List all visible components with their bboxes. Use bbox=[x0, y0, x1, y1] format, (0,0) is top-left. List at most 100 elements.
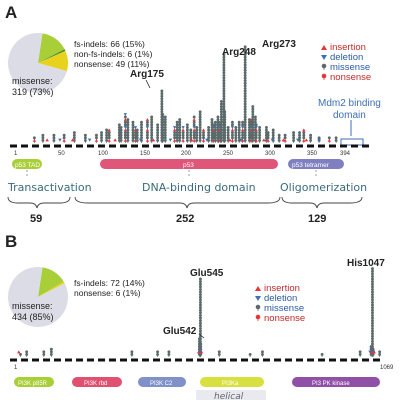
lollipop-a-176-marker bbox=[161, 112, 165, 116]
pie-a-label-missense-count: 319 (73%) bbox=[12, 87, 54, 97]
lollipop-a-253-marker bbox=[226, 136, 230, 140]
lollipop-a-176-marker bbox=[161, 118, 165, 122]
lollipop-a-135-marker bbox=[126, 128, 130, 132]
lollipop-a-306-marker bbox=[271, 136, 275, 140]
domain-p53-tad-label: p53 TAD bbox=[15, 162, 40, 169]
lollipop-b-453-marker bbox=[167, 350, 171, 354]
pie-b-slice-nonsense bbox=[38, 281, 65, 297]
pie-a-label-nonsense: nonsense: 49 (11%) bbox=[74, 59, 150, 69]
insertion-marker-icon bbox=[321, 45, 327, 50]
lollipop-a-245-marker bbox=[219, 136, 223, 140]
lollipop-a-176-marker bbox=[161, 115, 165, 119]
lollipop-a-104-marker bbox=[100, 136, 103, 140]
legend-a-deletion: deletion bbox=[321, 52, 363, 63]
hotspot-arg175: Arg175 bbox=[130, 69, 164, 80]
lollipop-a-273-marker bbox=[243, 120, 247, 124]
lollipop-a-273-marker bbox=[243, 79, 247, 83]
region-transactivation: Transactivation bbox=[7, 181, 92, 194]
lollipop-a-360-marker bbox=[317, 136, 321, 140]
lollipop-a-273-marker bbox=[243, 118, 247, 122]
lollipop-a-35-marker bbox=[41, 136, 45, 140]
lollipop-a-273-marker bbox=[243, 86, 247, 90]
mdm2-binding-box bbox=[340, 138, 364, 146]
lollipop-a-282-marker bbox=[251, 107, 255, 111]
lollipop-a-216-marker bbox=[195, 125, 199, 129]
lollipop-a-196-marker bbox=[178, 123, 182, 127]
panel-b-domains: PI3K p85R PI3K rbd PI3K C2 PI3Ka PI3 PK … bbox=[14, 377, 380, 387]
lollipop-a-273-marker bbox=[243, 53, 247, 57]
lollipop-a-170-marker bbox=[156, 123, 160, 127]
lollipop-a-193-marker bbox=[175, 133, 179, 137]
lollipop-a-213-marker bbox=[192, 138, 196, 142]
lollipop-a-110-marker bbox=[105, 128, 109, 132]
indel-a-insertion bbox=[151, 138, 156, 142]
nonsense-marker-icon bbox=[255, 314, 261, 320]
lollipop-b-1047-marker bbox=[371, 311, 374, 315]
lollipop-a-216-marker bbox=[195, 136, 199, 140]
lollipop-b-1047-marker bbox=[371, 339, 374, 343]
lollipop-a-85-marker bbox=[83, 136, 87, 140]
lollipop-b-110-marker bbox=[49, 352, 53, 356]
lollipop-b-1049-marker bbox=[371, 352, 375, 356]
tick-b-1: 1 bbox=[14, 365, 18, 371]
lollipop-a-286-marker bbox=[254, 131, 258, 135]
lollipop-b-545-marker bbox=[198, 337, 202, 341]
lollipop-b-546-marker bbox=[199, 347, 203, 351]
lollipop-a-205-marker bbox=[185, 128, 189, 132]
length-dna-binding: 252 bbox=[176, 213, 194, 225]
indel-a-insertion bbox=[262, 138, 266, 142]
lollipop-a-273-marker bbox=[243, 128, 247, 132]
lollipop-a-224-marker bbox=[202, 136, 205, 140]
lollipop-a-146-marker bbox=[135, 138, 139, 142]
lollipop-a-273-marker bbox=[243, 76, 247, 80]
lollipop-a-245-marker bbox=[219, 115, 223, 119]
legend-a-missense-label: missense bbox=[330, 62, 370, 73]
lollipop-a-248-marker bbox=[222, 79, 226, 83]
lollipop-a-245-marker bbox=[219, 128, 223, 132]
lollipop-a-205-marker bbox=[185, 125, 189, 129]
lollipop-b-726-marker bbox=[261, 350, 264, 354]
lollipop-a-248-marker bbox=[222, 105, 226, 109]
lollipop-b-1047-marker bbox=[371, 308, 374, 312]
lollipop-a-248-marker bbox=[222, 92, 226, 96]
indel-a-deletion bbox=[317, 138, 321, 142]
lollipop-a-196-marker bbox=[178, 133, 182, 137]
lollipop-a-282-marker bbox=[251, 105, 255, 109]
lollipop-a-330-marker bbox=[292, 131, 296, 135]
lollipop-a-220-marker bbox=[198, 133, 202, 137]
lollipop-a-163-marker bbox=[150, 123, 154, 127]
lollipop-a-245-marker bbox=[219, 131, 223, 135]
lollipop-b-1047-marker bbox=[371, 277, 374, 281]
lollipop-a-342-marker bbox=[302, 133, 306, 137]
lollipop-a-248-marker bbox=[222, 81, 226, 85]
tick-a-50: 50 bbox=[58, 151, 65, 157]
lollipop-a-200-marker bbox=[181, 128, 185, 132]
lollipop-a-273-marker bbox=[243, 97, 247, 101]
mdm2-annotation-line2: domain bbox=[333, 110, 366, 121]
mdm2-annotation-line1: Mdm2 binding bbox=[318, 98, 381, 109]
indel-b-deletion bbox=[197, 350, 202, 354]
deletion-marker-icon bbox=[255, 296, 261, 301]
lollipop-a-300-marker bbox=[266, 136, 270, 140]
lollipop-a-135-marker bbox=[126, 138, 130, 142]
lollipop-a-234-marker bbox=[210, 120, 214, 124]
lollipop-a-337-marker bbox=[298, 133, 302, 137]
missense-marker-icon bbox=[321, 63, 327, 69]
lollipop-b-1047-marker bbox=[371, 285, 374, 289]
lollipop-b-545-marker bbox=[198, 282, 202, 286]
lollipop-a-151-marker bbox=[140, 128, 143, 132]
panel-b: B fs-indels: 72 (14%) nonsense: 6 (1%) m… bbox=[5, 232, 394, 400]
lollipop-a-248-marker bbox=[222, 55, 226, 59]
lollipop-b-1047-marker bbox=[371, 316, 374, 320]
legend-a-nonsense: nonsense bbox=[321, 72, 371, 83]
lollipop-a-372-marker bbox=[327, 136, 331, 140]
lollipop-a-337-marker bbox=[298, 131, 302, 135]
legend-b-nonsense-label: nonsense bbox=[264, 313, 305, 324]
lollipop-a-249-marker bbox=[223, 128, 227, 132]
lollipop-a-110-marker bbox=[105, 138, 109, 142]
lollipop-a-258-marker bbox=[230, 128, 235, 132]
lollipop-a-249-marker bbox=[223, 125, 227, 129]
legend-b-insertion-label: insertion bbox=[264, 283, 300, 294]
lollipop-a-196-marker bbox=[178, 118, 182, 122]
lollipop-a-151-marker bbox=[140, 136, 143, 140]
